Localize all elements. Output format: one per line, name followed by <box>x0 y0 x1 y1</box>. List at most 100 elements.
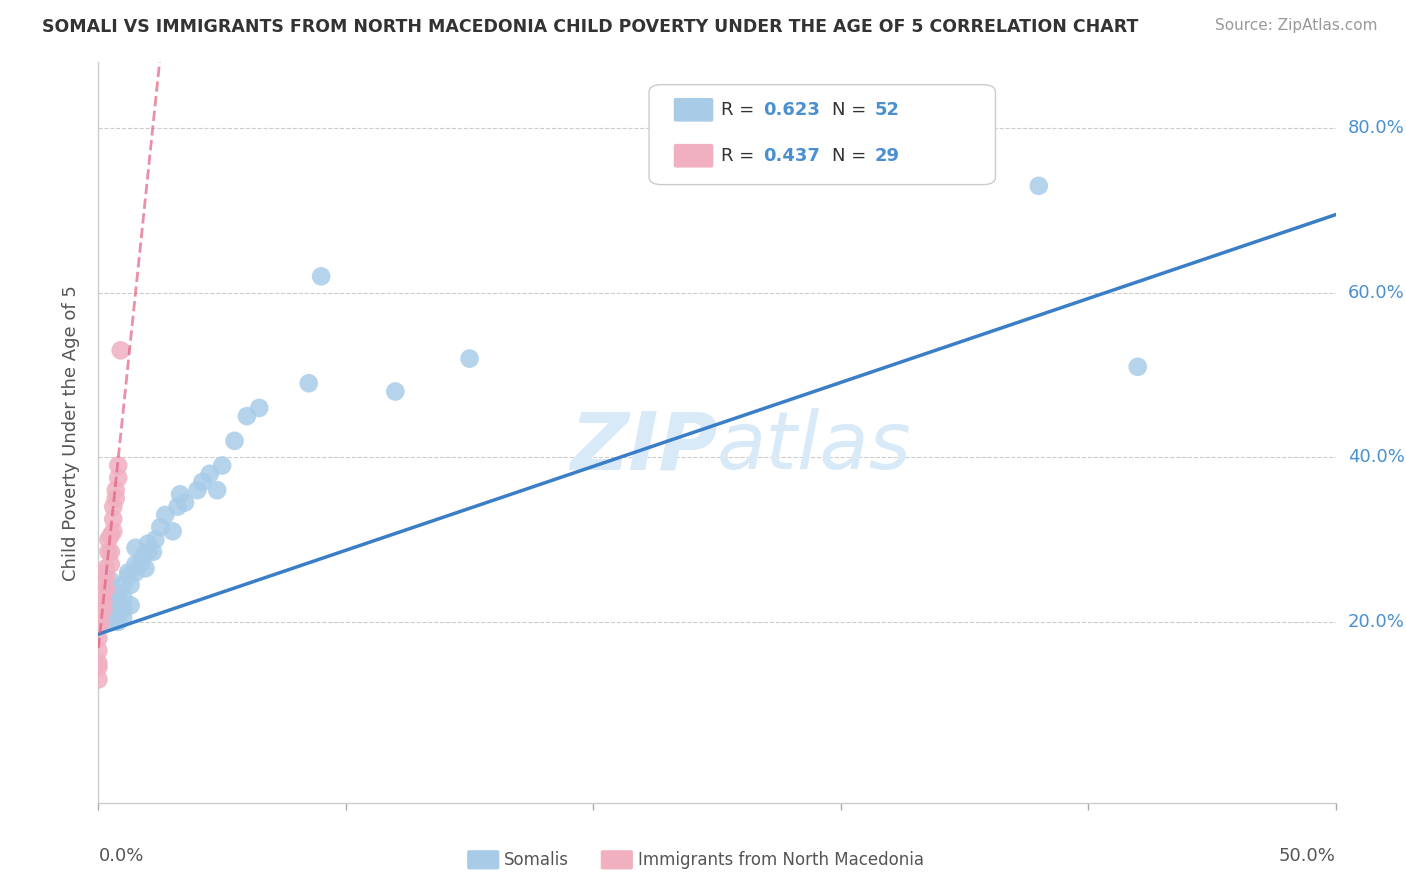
Text: 0.0%: 0.0% <box>98 847 143 865</box>
Text: N =: N = <box>832 101 872 119</box>
Point <box>103 500 125 514</box>
Point <box>124 558 146 572</box>
Text: 0.623: 0.623 <box>763 101 820 119</box>
Point <box>103 512 125 526</box>
Text: 52: 52 <box>875 101 900 119</box>
Point <box>87 660 110 674</box>
Point <box>104 599 127 613</box>
Point <box>186 483 208 498</box>
Point <box>94 582 117 596</box>
Text: SOMALI VS IMMIGRANTS FROM NORTH MACEDONIA CHILD POVERTY UNDER THE AGE OF 5 CORRE: SOMALI VS IMMIGRANTS FROM NORTH MACEDONI… <box>42 18 1139 36</box>
Point <box>120 578 142 592</box>
Point <box>142 545 165 559</box>
Point <box>169 487 191 501</box>
Point <box>93 586 115 600</box>
Point <box>149 520 172 534</box>
Point <box>174 495 197 509</box>
Text: 29: 29 <box>875 146 900 165</box>
FancyBboxPatch shape <box>673 144 713 168</box>
Point <box>124 566 146 580</box>
Point <box>136 536 159 550</box>
Text: Somalis: Somalis <box>505 851 569 869</box>
Point <box>87 673 110 687</box>
Point <box>112 599 135 613</box>
Point <box>87 619 110 633</box>
Point <box>87 643 110 657</box>
Point <box>136 545 159 559</box>
Text: Source: ZipAtlas.com: Source: ZipAtlas.com <box>1215 18 1378 33</box>
Point <box>103 524 125 539</box>
Point <box>107 458 129 473</box>
Text: 50.0%: 50.0% <box>1279 847 1336 865</box>
Point <box>90 599 112 613</box>
Point <box>112 611 135 625</box>
Point <box>94 569 117 583</box>
FancyBboxPatch shape <box>650 85 995 185</box>
Point <box>100 615 122 629</box>
Point <box>100 528 122 542</box>
Point <box>384 384 406 399</box>
Text: 80.0%: 80.0% <box>1348 120 1405 137</box>
Text: R =: R = <box>721 101 759 119</box>
Text: N =: N = <box>832 146 872 165</box>
Point <box>134 561 156 575</box>
Text: R =: R = <box>721 146 759 165</box>
Point <box>198 467 221 481</box>
Point <box>87 632 110 646</box>
Point <box>117 569 139 583</box>
Point <box>93 566 115 580</box>
Point <box>309 269 332 284</box>
Point <box>155 508 177 522</box>
Point <box>247 401 270 415</box>
Text: 60.0%: 60.0% <box>1348 284 1405 301</box>
Point <box>132 549 155 563</box>
Point <box>100 607 122 621</box>
Point <box>93 602 115 616</box>
Point <box>104 607 127 621</box>
FancyBboxPatch shape <box>600 850 633 870</box>
Point <box>100 599 122 613</box>
Point <box>117 566 139 580</box>
Text: Immigrants from North Macedonia: Immigrants from North Macedonia <box>638 851 924 869</box>
Point <box>224 434 246 448</box>
Point <box>97 533 120 547</box>
Point <box>107 590 129 604</box>
Point <box>162 524 184 539</box>
Point <box>100 594 122 608</box>
Point <box>112 578 135 592</box>
Text: atlas: atlas <box>717 409 912 486</box>
Point <box>458 351 481 366</box>
Point <box>107 615 129 629</box>
Point <box>104 491 127 506</box>
Point <box>107 602 129 616</box>
Point <box>1126 359 1149 374</box>
Text: 40.0%: 40.0% <box>1348 449 1405 467</box>
Point <box>90 615 112 629</box>
FancyBboxPatch shape <box>467 850 499 870</box>
Point <box>236 409 259 424</box>
Point <box>112 602 135 616</box>
Point <box>205 483 228 498</box>
Point <box>100 574 122 588</box>
Text: 20.0%: 20.0% <box>1348 613 1405 631</box>
Point <box>112 590 135 604</box>
Point <box>100 545 122 559</box>
Text: 0.437: 0.437 <box>763 146 820 165</box>
Point <box>94 561 117 575</box>
Point <box>100 582 122 596</box>
Point <box>100 558 122 572</box>
Point <box>87 656 110 670</box>
Point <box>93 594 115 608</box>
Point <box>211 458 233 473</box>
Point <box>104 586 127 600</box>
Point <box>104 483 127 498</box>
Point <box>100 590 122 604</box>
Point <box>107 471 129 485</box>
Point <box>129 558 152 572</box>
Point <box>143 533 166 547</box>
Text: ZIP: ZIP <box>569 409 717 486</box>
FancyBboxPatch shape <box>673 98 713 121</box>
Point <box>90 574 112 588</box>
Y-axis label: Child Poverty Under the Age of 5: Child Poverty Under the Age of 5 <box>62 285 80 581</box>
Point <box>191 475 214 489</box>
